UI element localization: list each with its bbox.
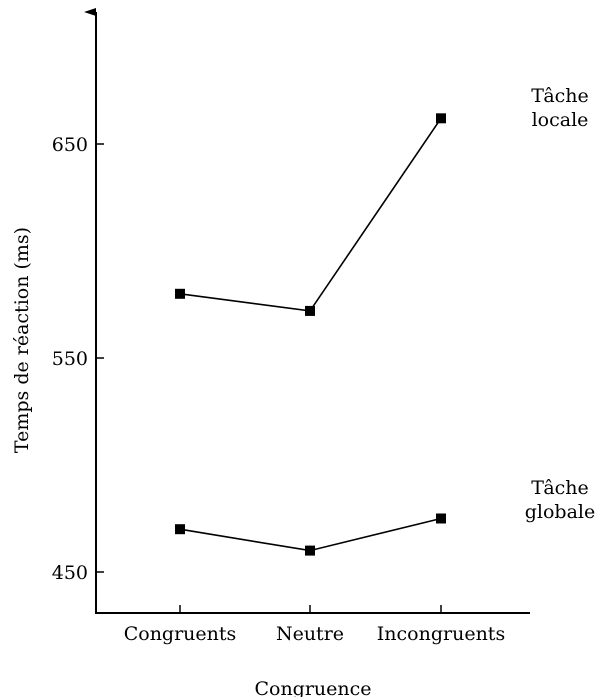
y-tick-label: 650 [52, 134, 88, 156]
series-label-1: Tâche locale [531, 85, 589, 131]
series-layer [175, 113, 446, 556]
x-tick-label-incongruents: Incongruents [377, 623, 505, 645]
x-tick-label-congruents: Congruents [124, 623, 237, 645]
data-point [305, 545, 315, 556]
series-label-line: Tâche [531, 477, 589, 499]
y-tick-label: 450 [52, 562, 88, 584]
series-label-line: globale [525, 501, 596, 523]
data-point [436, 513, 446, 524]
x-axis-title: Congruence [254, 678, 371, 697]
axes: 450 550 650 Congruents Neutre Incongruents Con… [11, 8, 530, 697]
series-line [179, 117, 442, 312]
series-label-line: locale [532, 109, 589, 131]
series-label-2: Tâche globale [525, 477, 596, 523]
data-point [175, 524, 185, 535]
data-point [305, 305, 315, 316]
y-axis-title: Temps de réaction (ms) [11, 227, 33, 453]
data-point [175, 288, 185, 299]
data-point [436, 113, 446, 124]
series-1 [175, 113, 446, 316]
series-label-line: Tâche [531, 85, 589, 107]
x-tick-label-neutre: Neutre [276, 623, 344, 645]
series-2 [175, 513, 446, 556]
y-tick-label: 550 [52, 348, 88, 370]
